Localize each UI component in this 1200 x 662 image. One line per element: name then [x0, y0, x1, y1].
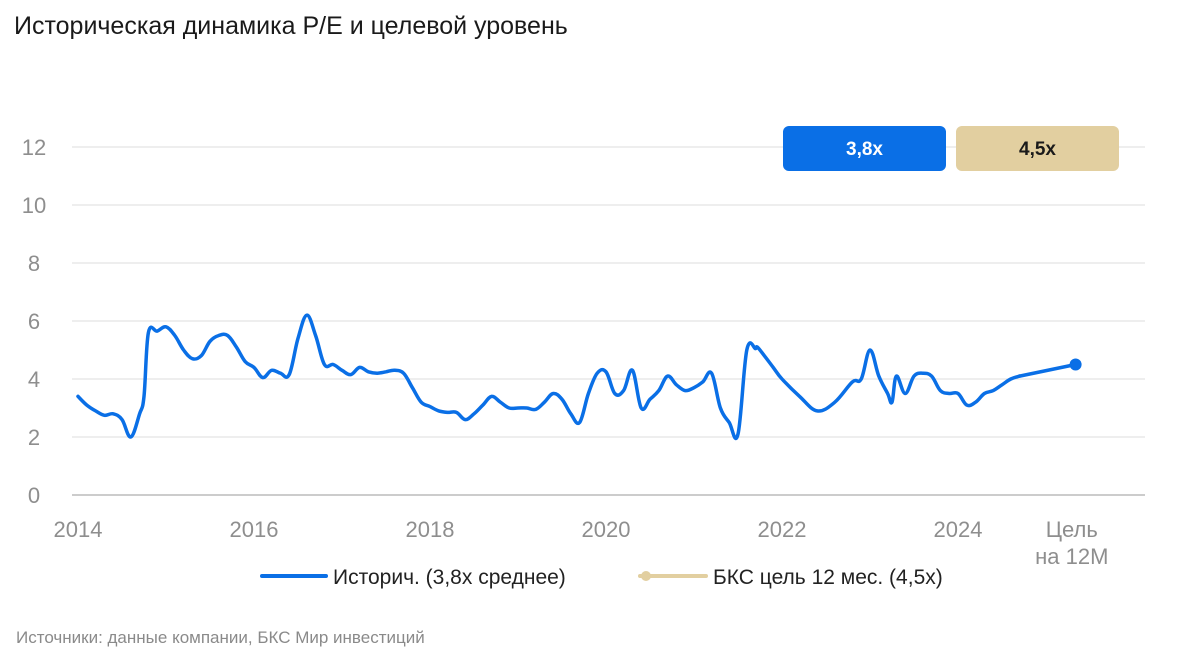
y-tick-label: 12: [22, 135, 46, 160]
legend-marker: [641, 571, 651, 581]
y-tick-label: 0: [28, 483, 40, 508]
x-tick-label: 2020: [582, 517, 631, 542]
series-line-historical: [76, 313, 1022, 441]
x-tick-label: 2022: [758, 517, 807, 542]
x-tick-label: 2016: [230, 517, 279, 542]
y-tick-label: 10: [22, 193, 46, 218]
x-tick-label-target: на 12М: [1035, 544, 1108, 569]
source-note: Источники: данные компании, БКС Мир инве…: [16, 628, 425, 647]
legend-label: Историч. (3,8x среднее): [333, 566, 566, 589]
y-tick-label: 6: [28, 309, 40, 334]
x-tick-label: 2024: [934, 517, 983, 542]
legend-label: БКС цель 12 мес. (4,5x): [713, 566, 943, 589]
value-badge: [783, 126, 946, 171]
x-tick-label-target: Цель: [1046, 517, 1098, 542]
target-point: [1069, 358, 1082, 371]
y-tick-label: 2: [28, 425, 40, 450]
x-tick-label: 2018: [406, 517, 455, 542]
chart-title: Историческая динамика P/E и целевой уров…: [14, 12, 568, 40]
value-badge-label: 4,5x: [1019, 139, 1056, 160]
value-badge: [956, 126, 1119, 171]
y-tick-label: 8: [28, 251, 40, 276]
value-badge-label: 3,8x: [846, 139, 883, 160]
y-tick-label: 4: [28, 367, 40, 392]
x-tick-label: 2014: [54, 517, 103, 542]
series-line-projection: [1017, 362, 1078, 378]
